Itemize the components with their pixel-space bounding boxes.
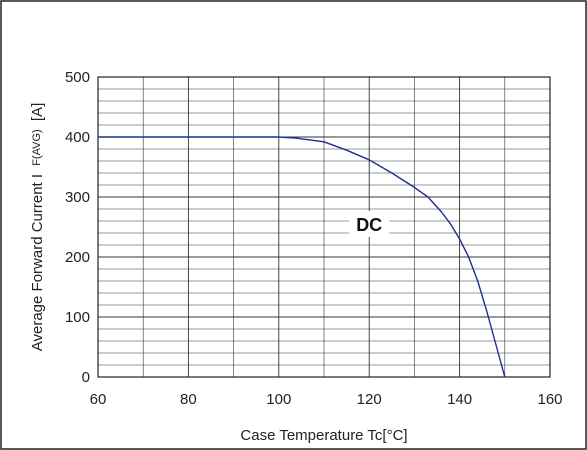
annotation-label: DC	[356, 215, 382, 235]
x-tick-label: 160	[537, 391, 562, 408]
x-tick-label: 140	[447, 391, 472, 408]
y-axis-label-subscript: F(AVG)	[31, 129, 43, 165]
y-tick-label: 300	[65, 189, 90, 206]
y-tick-label: 200	[65, 249, 90, 266]
x-tick-label: 60	[90, 391, 107, 408]
series-line	[98, 136, 506, 378]
x-axis-label: Case Temperature Tc[°C]	[240, 427, 407, 444]
y-tick-label: 400	[65, 129, 90, 146]
y-axis-label-unit: [A]	[29, 103, 46, 121]
y-axis-label: Average Forward Current I F(AVG) [A]	[27, 103, 46, 351]
y-axis-label-main: Average Forward Current I	[29, 174, 46, 351]
x-tick-labels: 60 80 100 120 140 160	[90, 391, 563, 408]
series-layer	[98, 136, 506, 378]
y-tick-label: 0	[82, 369, 90, 386]
y-tick-label: 100	[65, 309, 90, 326]
x-tick-label: 80	[180, 391, 197, 408]
x-tick-label: 100	[266, 391, 291, 408]
x-tick-label: 120	[357, 391, 382, 408]
minor-gridlines	[98, 77, 550, 377]
annotation-background	[349, 211, 390, 237]
plot-border	[97, 76, 551, 378]
y-tick-label: 500	[65, 69, 90, 86]
y-tick-labels: 0 100 200 300 400 500	[65, 69, 90, 386]
annotations-layer: DC	[349, 211, 390, 237]
